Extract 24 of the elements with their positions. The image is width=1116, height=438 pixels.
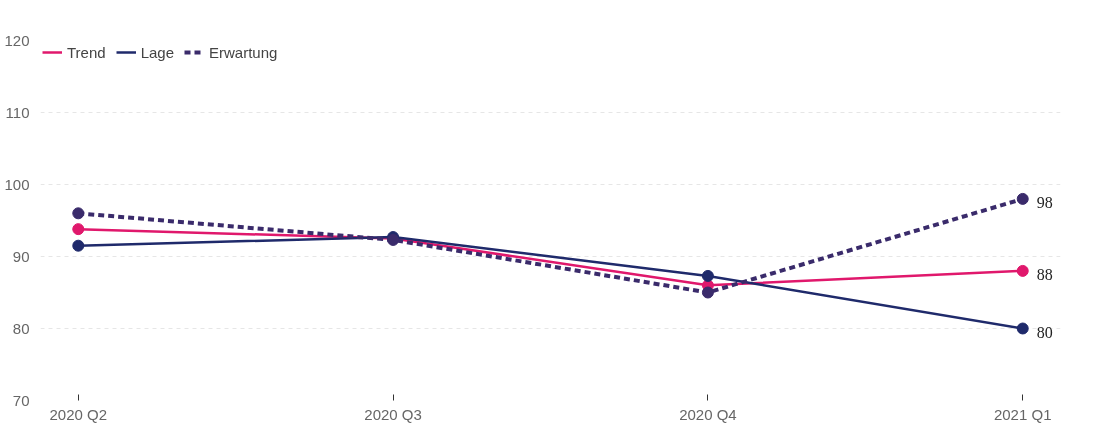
point — [1016, 192, 1029, 205]
y-tick-label: 110 — [5, 103, 30, 121]
x-tick-label: 2020 Q2 — [49, 405, 108, 423]
point — [701, 269, 714, 282]
y-tick-label: 100 — [4, 175, 30, 193]
point — [1016, 264, 1029, 277]
data-label: 80 — [1036, 323, 1053, 341]
x-tick-label: 2020 Q4 — [679, 405, 737, 423]
x-tick-label: 2021 Q1 — [993, 405, 1052, 423]
y-tick-label: 120 — [4, 31, 30, 49]
point — [72, 239, 85, 252]
y-tick-label: 70 — [12, 391, 30, 409]
point — [701, 286, 714, 299]
y-tick-label: 80 — [12, 319, 30, 337]
point — [1016, 322, 1029, 335]
data-label: 88 — [1036, 265, 1053, 283]
legend-label: Lage — [140, 43, 175, 61]
data-label: 98 — [1036, 193, 1053, 211]
y-tick-label: 90 — [12, 247, 30, 265]
point — [72, 207, 85, 220]
x-tick-label: 2020 Q3 — [364, 405, 422, 423]
legend-label: Erwartung — [209, 43, 278, 61]
legend-label: Trend — [67, 43, 106, 61]
point — [72, 223, 85, 236]
